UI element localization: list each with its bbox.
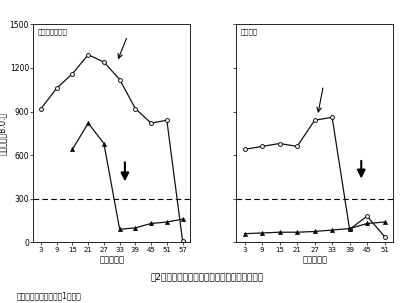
Text: 囲2　登熟に伴うアミログラム最高粘度の推移: 囲2 登熟に伴うアミログラム最高粘度の推移	[150, 273, 263, 282]
Text: ＊　図の表示方法は図1に従う: ＊ 図の表示方法は図1に従う	[17, 291, 81, 300]
X-axis label: 開花後日数: 開花後日数	[301, 255, 326, 264]
X-axis label: 開花後日数: 開花後日数	[99, 255, 124, 264]
Text: チクゴゴールド: チクゴゴールド	[38, 28, 67, 35]
Y-axis label: 最高粘度（B.U.）: 最高粘度（B.U.）	[0, 112, 7, 155]
Text: ハバタキ: ハバタキ	[240, 28, 257, 35]
